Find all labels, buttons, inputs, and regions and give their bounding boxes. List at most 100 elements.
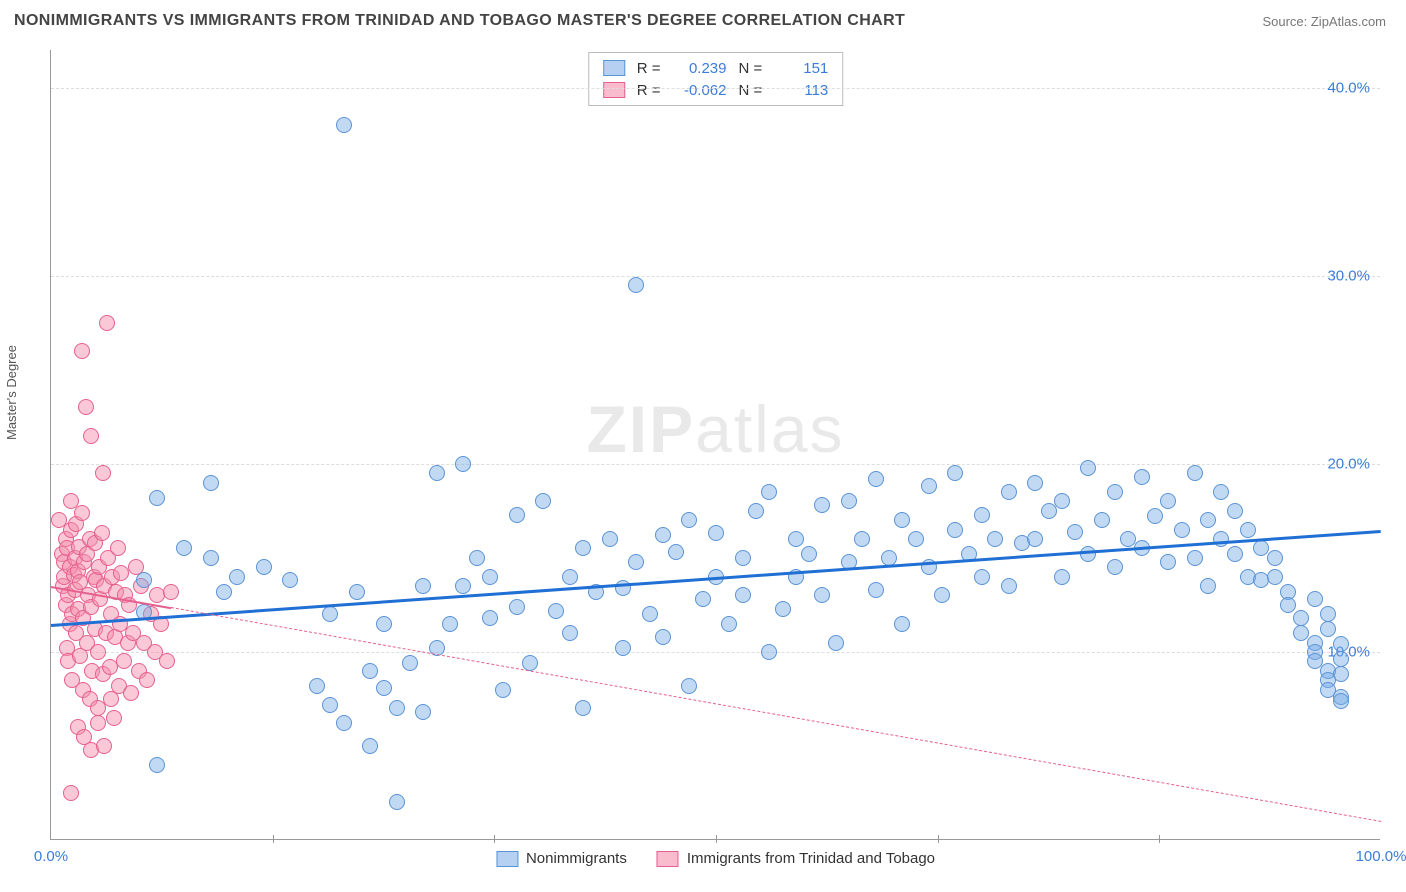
x-tick-mark — [1159, 835, 1160, 843]
scatter-point — [841, 493, 857, 509]
scatter-point — [868, 582, 884, 598]
r-label: R = — [637, 60, 661, 77]
scatter-point — [1160, 493, 1176, 509]
scatter-point — [113, 565, 129, 581]
scatter-point — [1213, 484, 1229, 500]
scatter-point — [469, 550, 485, 566]
scatter-point — [894, 616, 910, 632]
scatter-point — [74, 505, 90, 521]
scatter-point — [1200, 512, 1216, 528]
scatter-point — [1200, 578, 1216, 594]
scatter-point — [681, 678, 697, 694]
scatter-point — [775, 601, 791, 617]
scatter-point — [908, 531, 924, 547]
watermark-bold: ZIP — [586, 392, 695, 466]
x-tick-label: 0.0% — [34, 848, 68, 865]
scatter-point — [1333, 636, 1349, 652]
scatter-point — [389, 794, 405, 810]
n-value-blue: 151 — [774, 60, 828, 77]
scatter-point — [282, 572, 298, 588]
scatter-point — [1080, 546, 1096, 562]
scatter-point — [103, 691, 119, 707]
scatter-point — [83, 428, 99, 444]
gridline — [51, 464, 1380, 465]
scatter-point — [96, 738, 112, 754]
scatter-point — [149, 490, 165, 506]
n-value-pink: 113 — [774, 82, 828, 99]
scatter-point — [642, 606, 658, 622]
scatter-point — [735, 550, 751, 566]
scatter-point — [482, 610, 498, 626]
scatter-point — [801, 546, 817, 562]
gridline — [51, 652, 1380, 653]
y-tick-label: 40.0% — [1327, 79, 1370, 96]
scatter-point — [548, 603, 564, 619]
scatter-point — [389, 700, 405, 716]
scatter-point — [1333, 666, 1349, 682]
trend-line — [171, 607, 1381, 822]
scatter-point — [695, 591, 711, 607]
swatch-pink — [603, 82, 625, 98]
scatter-point — [78, 399, 94, 415]
scatter-point — [1293, 610, 1309, 626]
scatter-point — [628, 554, 644, 570]
stats-row-blue: R = 0.239 N = 151 — [603, 57, 829, 79]
scatter-point — [628, 277, 644, 293]
scatter-point — [163, 584, 179, 600]
scatter-point — [1320, 606, 1336, 622]
scatter-point — [429, 465, 445, 481]
scatter-point — [655, 629, 671, 645]
scatter-point — [1134, 469, 1150, 485]
scatter-point — [1227, 546, 1243, 562]
scatter-point — [216, 584, 232, 600]
scatter-point — [894, 512, 910, 528]
scatter-point — [123, 685, 139, 701]
stats-row-pink: R = -0.062 N = 113 — [603, 79, 829, 101]
scatter-point — [495, 682, 511, 698]
scatter-point — [336, 715, 352, 731]
scatter-point — [90, 644, 106, 660]
scatter-point — [1054, 569, 1070, 585]
scatter-point — [116, 653, 132, 669]
scatter-point — [99, 315, 115, 331]
scatter-point — [947, 465, 963, 481]
x-tick-mark — [273, 835, 274, 843]
scatter-point — [575, 700, 591, 716]
scatter-point — [509, 599, 525, 615]
source-credit: Source: ZipAtlas.com — [1262, 14, 1386, 29]
scatter-point — [74, 343, 90, 359]
scatter-point — [735, 587, 751, 603]
scatter-point — [376, 680, 392, 696]
scatter-point — [322, 606, 338, 622]
scatter-point — [415, 704, 431, 720]
scatter-plot-area: ZIPatlas R = 0.239 N = 151 R = -0.062 N … — [50, 50, 1380, 840]
n-label: N = — [739, 82, 763, 99]
scatter-point — [814, 587, 830, 603]
scatter-point — [376, 616, 392, 632]
scatter-point — [761, 644, 777, 660]
scatter-point — [362, 663, 378, 679]
scatter-point — [455, 578, 471, 594]
scatter-point — [748, 503, 764, 519]
scatter-point — [203, 550, 219, 566]
scatter-point — [102, 659, 118, 675]
scatter-point — [602, 531, 618, 547]
scatter-point — [575, 540, 591, 556]
scatter-point — [349, 584, 365, 600]
correlation-stats-box: R = 0.239 N = 151 R = -0.062 N = 113 — [588, 52, 844, 106]
scatter-point — [106, 710, 122, 726]
scatter-point — [362, 738, 378, 754]
scatter-point — [934, 587, 950, 603]
r-value-blue: 0.239 — [673, 60, 727, 77]
gridline — [51, 88, 1380, 89]
scatter-point — [1213, 531, 1229, 547]
scatter-point — [788, 531, 804, 547]
y-tick-label: 20.0% — [1327, 455, 1370, 472]
y-axis-label: Master's Degree — [4, 345, 19, 440]
x-tick-mark — [716, 835, 717, 843]
scatter-point — [94, 525, 110, 541]
swatch-blue — [603, 60, 625, 76]
scatter-point — [615, 640, 631, 656]
scatter-point — [828, 635, 844, 651]
scatter-point — [562, 569, 578, 585]
